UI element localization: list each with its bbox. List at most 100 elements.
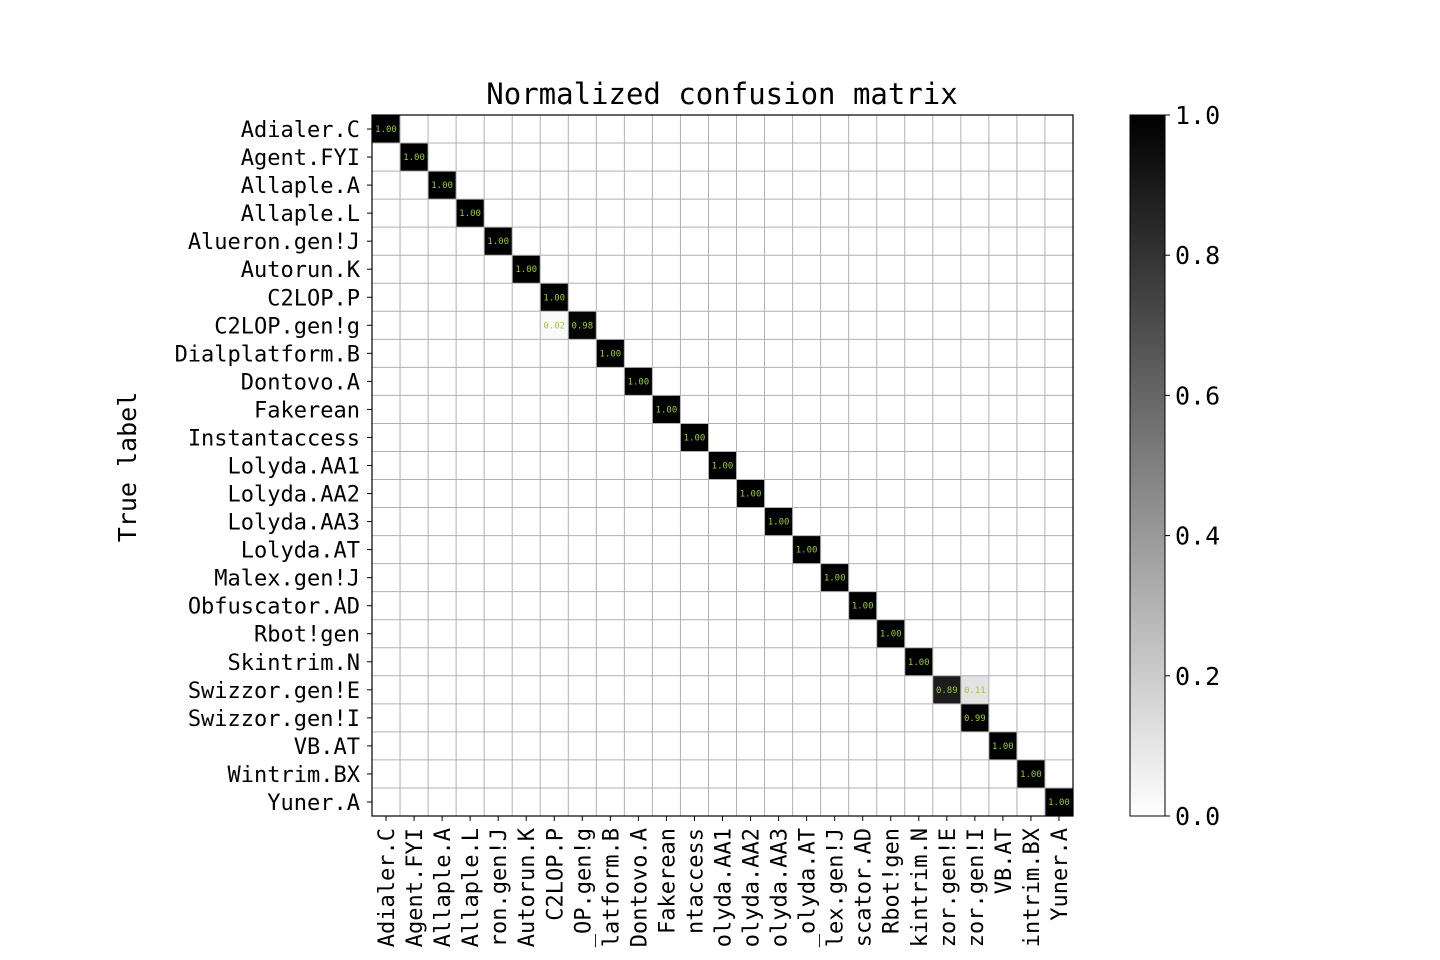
- x-tick-label: kintrim.N: [908, 828, 933, 947]
- y-tick-label: Obfuscator.AD: [188, 595, 360, 620]
- y-tick-label: Fakerean: [254, 398, 360, 423]
- chart-title: Normalized confusion matrix: [486, 77, 957, 111]
- y-tick-label: Swizzor.gen!E: [188, 679, 360, 704]
- matrix-cell: [960, 703, 989, 732]
- matrix-cell: [596, 339, 625, 368]
- cell-value-label: 1.00: [1048, 798, 1070, 808]
- y-tick-label: Dontovo.A: [241, 370, 360, 395]
- colorbar-tick-label: 1.0: [1175, 101, 1220, 130]
- matrix-cell: [456, 199, 485, 228]
- x-tick-label: olyda.AA1: [712, 828, 737, 947]
- y-tick-label: Autorun.K: [241, 258, 361, 283]
- x-tick-label: Yuner.A: [1048, 828, 1073, 921]
- colorbar-tick-label: 0.6: [1175, 381, 1220, 410]
- colorbar-tick-label: 0.4: [1175, 522, 1220, 551]
- x-tick-label: Adialer.C: [375, 828, 400, 947]
- y-tick-label: Lolyda.AA3: [228, 511, 360, 536]
- matrix-cell: [708, 451, 737, 480]
- matrix-cell: [400, 143, 429, 172]
- cell-value-label: 0.99: [964, 714, 986, 724]
- x-tick-label: Allaple.A: [431, 828, 456, 947]
- y-tick-label: Lolyda.AA1: [228, 455, 360, 480]
- x-tick-label: Allaple.L: [459, 828, 484, 947]
- y-tick-label: Adialer.C: [241, 118, 360, 143]
- x-tick-label: _OP.gen!g: [571, 828, 596, 947]
- matrix-cell: [988, 731, 1017, 760]
- x-tick-label: _olyda.AT: [796, 828, 821, 947]
- cell-value-label: 1.00: [992, 742, 1014, 752]
- cell-value-labels: 1.00 1.00 1.00 1.00 1.00 1.00 1.00 0.02 0.98 1.00…: [375, 125, 1070, 808]
- y-tick-label: Allaple.L: [241, 202, 360, 227]
- matrix-cell: [624, 367, 653, 396]
- y-tick-label: C2LOP.P: [267, 286, 360, 311]
- x-tick-label: Dontovo.A: [627, 828, 652, 947]
- cell-value-label: 1.00: [599, 349, 621, 359]
- cell-value-label: 1.00: [908, 658, 930, 668]
- x-tick-label: Agent.FYI: [403, 828, 428, 947]
- x-tick-label: olyda.AA2: [740, 828, 765, 947]
- x-tick-label: Autorun.K: [515, 827, 540, 947]
- x-tick-label: olyda.AA3: [768, 828, 793, 947]
- cell-value-label: 1.00: [375, 125, 397, 135]
- y-tick-label: Wintrim.BX: [228, 763, 361, 788]
- matrix-cell: [372, 115, 401, 144]
- colorbar: [1129, 114, 1166, 817]
- matrix-cell: [540, 283, 569, 312]
- colorbar-tick-label: 0.0: [1175, 802, 1220, 831]
- matrix-cell: [680, 423, 709, 452]
- cell-value-label: 1.00: [656, 405, 678, 415]
- matrix-cell: [848, 591, 877, 620]
- x-tick-label: ron.gen!J: [487, 828, 512, 947]
- y-tick-label: Rbot!gen: [254, 623, 360, 648]
- matrix-cell: [820, 563, 849, 592]
- matrix-cell: [1016, 759, 1045, 788]
- cell-value-label: 1.00: [852, 602, 874, 612]
- y-tick-label: Lolyda.AT: [241, 539, 360, 564]
- cell-value-label: 0.02: [543, 321, 565, 331]
- cell-value-label: 0.98: [571, 321, 593, 331]
- cell-value-label: 0.11: [964, 686, 986, 696]
- y-tick-label: Skintrim.N: [228, 651, 360, 676]
- cell-value-label: 1.00: [515, 265, 537, 275]
- heatmap-cells: [372, 115, 1073, 816]
- x-tick-label: lex.gen!J: [824, 828, 849, 947]
- colorbar-ticks: 0.0 0.2 0.4 0.6 0.8 1.0: [1165, 101, 1220, 831]
- cell-value-label: 1.00: [543, 293, 565, 303]
- x-tick-label: intrim.BX: [1020, 827, 1045, 947]
- y-tick-label: Lolyda.AA2: [228, 483, 360, 508]
- y-tick-label: Dialplatform.B: [175, 342, 360, 367]
- y-tick-label: Malex.gen!J: [214, 567, 360, 592]
- matrix-cell: [428, 171, 457, 200]
- cell-value-label: 0.89: [936, 686, 958, 696]
- y-tick-label: Allaple.A: [241, 174, 360, 199]
- y-tick-label: Instantaccess: [188, 426, 360, 451]
- cell-value-label: 1.00: [712, 462, 734, 472]
- matrix-cell: [904, 647, 933, 676]
- y-tick-label: Yuner.A: [267, 791, 360, 816]
- x-tick-label: latform.B: [599, 828, 624, 947]
- matrix-cell: [792, 535, 821, 564]
- cell-value-label: 1.00: [1020, 770, 1042, 780]
- y-axis-title: True label: [113, 392, 142, 543]
- matrix-cell: [512, 255, 541, 284]
- x-tick-label: Fakerean: [655, 828, 680, 934]
- matrix-cell: [1044, 787, 1073, 816]
- cell-value-label: 1.00: [628, 377, 650, 387]
- matrix-cell: [764, 507, 793, 536]
- y-tick-label: C2LOP.gen!g: [214, 314, 360, 339]
- cell-value-label: 1.00: [740, 490, 762, 500]
- matrix-cell: [568, 311, 597, 340]
- x-tick-label: zor.gen!E: [936, 828, 961, 947]
- cell-value-label: 1.00: [459, 209, 481, 219]
- cell-value-label: 1.00: [824, 574, 846, 584]
- cell-value-label: 1.00: [431, 181, 453, 191]
- matrix-cell: [484, 227, 513, 256]
- y-tick-label: Alueron.gen!J: [188, 230, 360, 255]
- x-tick-label: Rbot!gen: [880, 828, 905, 934]
- y-tick-labels: Adialer.C Agent.FYI Allaple.A Allaple.L Alue…: [175, 118, 372, 816]
- y-tick-label: Swizzor.gen!I: [188, 707, 360, 732]
- cell-value-label: 1.00: [768, 518, 790, 528]
- matrix-cell: [540, 311, 569, 340]
- cell-value-label: 1.00: [796, 546, 818, 556]
